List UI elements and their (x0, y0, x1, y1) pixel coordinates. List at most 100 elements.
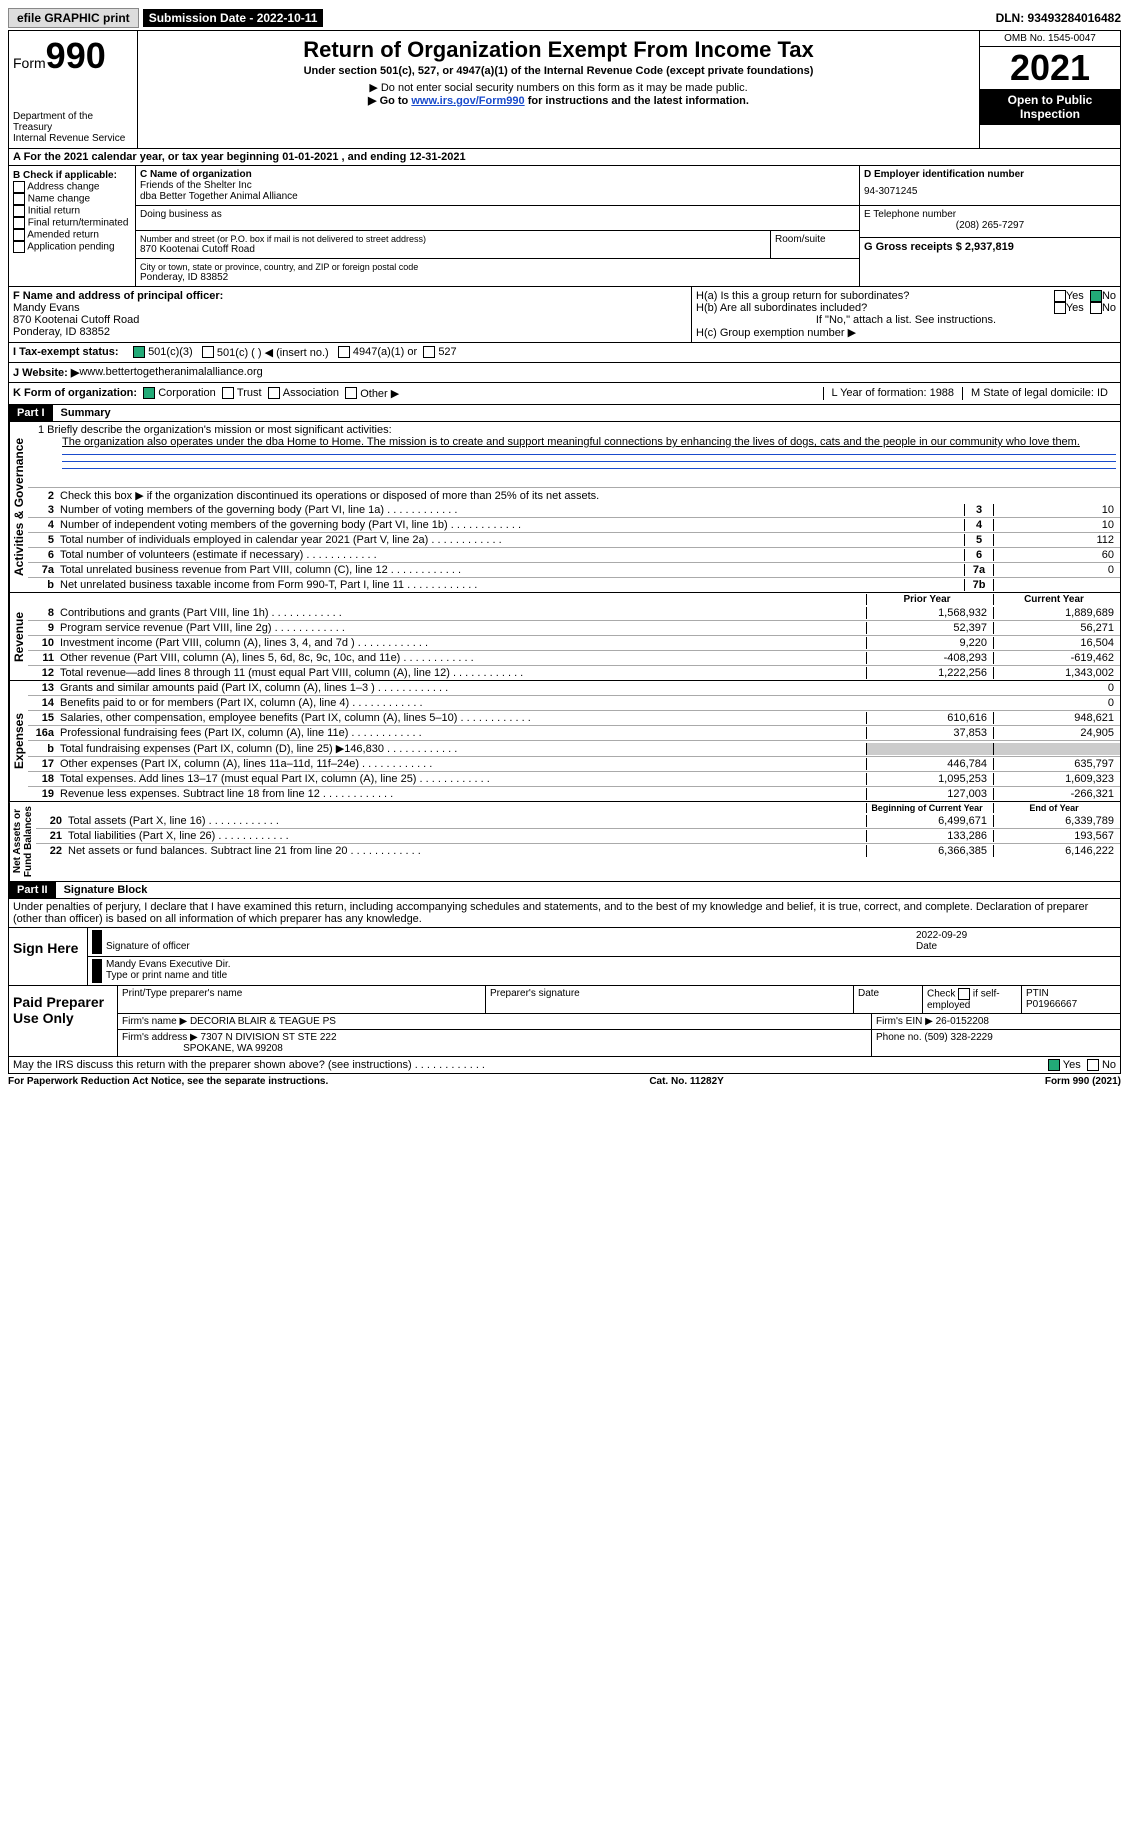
paid-preparer-label: Paid Preparer Use Only (9, 986, 118, 1056)
dept-treasury: Department of the Treasury Internal Reve… (13, 111, 133, 144)
vert-revenue: Revenue (9, 593, 28, 680)
line-10-py: 9,220 (866, 637, 994, 649)
line-3-text: Number of voting members of the governin… (60, 504, 964, 516)
city-state-zip: Ponderay, ID 83852 (140, 272, 855, 283)
dln: DLN: 93493284016482 (996, 11, 1121, 25)
hc-label: H(c) Group exemption number ▶ (696, 326, 1116, 339)
line-21-text: Total liabilities (Part X, line 26) (68, 830, 866, 842)
firm-name: DECORIA BLAIR & TEAGUE PS (190, 1016, 336, 1027)
c-label: C Name of organization (140, 169, 855, 180)
k-assoc-cb[interactable] (268, 387, 280, 399)
prep-h1: Print/Type preparer's name (118, 986, 486, 1013)
col-begin-year: Beginning of Current Year (866, 803, 994, 813)
room-suite-label: Room/suite (771, 231, 859, 258)
firm-addr2: SPOKANE, WA 99208 (183, 1043, 283, 1054)
line-20-py: 6,499,671 (866, 815, 994, 827)
line-15-py: 610,616 (866, 712, 994, 724)
line-4-val: 10 (994, 519, 1120, 531)
line-18-py: 1,095,253 (866, 773, 994, 785)
line-6-val: 60 (994, 549, 1120, 561)
prep-h3: Date (854, 986, 923, 1013)
sig-officer-label: Signature of officer (106, 941, 190, 952)
irs-link[interactable]: www.irs.gov/Form990 (411, 95, 524, 107)
sign-here-label: Sign Here (9, 928, 88, 985)
vert-netassets: Net Assets orFund Balances (9, 802, 36, 881)
m-domicile: M State of legal domicile: ID (962, 387, 1116, 400)
city-label: City or town, state or province, country… (140, 262, 855, 272)
sig-name: Mandy Evans Executive Dir. (106, 959, 231, 970)
line-3-val: 10 (994, 504, 1120, 516)
k-corp-cb[interactable] (143, 387, 155, 399)
line-15-text: Salaries, other compensation, employee b… (60, 712, 866, 724)
foot-left: For Paperwork Reduction Act Notice, see … (8, 1076, 328, 1087)
org-name-2: dba Better Together Animal Alliance (140, 191, 855, 202)
line-22-cy: 6,146,222 (994, 845, 1120, 857)
firm-phone-label: Phone no. (876, 1032, 922, 1043)
i-527-cb[interactable] (423, 346, 435, 358)
line-19-text: Revenue less expenses. Subtract line 18 … (60, 788, 866, 800)
i-501c3-cb[interactable] (133, 346, 145, 358)
k-other-cb[interactable] (345, 387, 357, 399)
line-5-val: 112 (994, 534, 1120, 546)
line-8-text: Contributions and grants (Part VIII, lin… (60, 607, 866, 619)
col-current-year: Current Year (994, 594, 1120, 605)
g-gross-receipts: G Gross receipts $ 2,937,819 (864, 241, 1116, 253)
line-b-text: Net unrelated business taxable income fr… (60, 579, 964, 591)
line-5-text: Total number of individuals employed in … (60, 534, 964, 546)
mission-label: 1 Briefly describe the organization's mi… (38, 424, 1116, 436)
i-label: I Tax-exempt status: (13, 346, 133, 359)
foot-cat: Cat. No. 11282Y (328, 1076, 1045, 1087)
goto-post: for instructions and the latest informat… (525, 95, 749, 107)
hb-yes-cb[interactable] (1054, 302, 1066, 314)
b-opt-final-return-terminated: Final return/terminated (13, 217, 131, 229)
street: 870 Kootenai Cutoff Road (140, 244, 766, 255)
line-10-cy: 16,504 (994, 637, 1120, 649)
col-prior-year: Prior Year (866, 594, 994, 605)
f-officer-name: Mandy Evans (13, 302, 687, 314)
line-11-text: Other revenue (Part VIII, column (A), li… (60, 652, 866, 664)
discuss-yes-cb[interactable] (1048, 1059, 1060, 1071)
line-12-py: 1,222,256 (866, 667, 994, 679)
j-label: J Website: ▶ (13, 366, 79, 379)
i-4947-cb[interactable] (338, 346, 350, 358)
ha-label: H(a) Is this a group return for subordin… (696, 290, 1054, 302)
line-10-text: Investment income (Part VIII, column (A)… (60, 637, 866, 649)
discuss-no-cb[interactable] (1087, 1059, 1099, 1071)
line-22-py: 6,366,385 (866, 845, 994, 857)
hb-no-cb[interactable] (1090, 302, 1102, 314)
ha-yes-cb[interactable] (1054, 290, 1066, 302)
line-16a-text: Professional fundraising fees (Part IX, … (60, 727, 866, 739)
line-15-cy: 948,621 (994, 712, 1120, 724)
l-year-formation: L Year of formation: 1988 (823, 387, 963, 400)
line-4-text: Number of independent voting members of … (60, 519, 964, 531)
line-11-py: -408,293 (866, 652, 994, 664)
hb-label: H(b) Are all subordinates included? (696, 302, 1054, 314)
f-officer-addr2: Ponderay, ID 83852 (13, 326, 687, 338)
line-17-cy: 635,797 (994, 758, 1120, 770)
form-number: Form990 (13, 35, 133, 77)
line-13-text: Grants and similar amounts paid (Part IX… (60, 682, 866, 694)
firm-addr-label: Firm's address ▶ (122, 1032, 198, 1043)
d-ein-label: D Employer identification number (864, 169, 1116, 180)
ptin: P01966667 (1026, 999, 1077, 1010)
part1-title: Summary (53, 405, 119, 421)
ha-no-cb[interactable] (1090, 290, 1102, 302)
line-6-text: Total number of volunteers (estimate if … (60, 549, 964, 561)
period-line: A For the 2021 calendar year, or tax yea… (8, 149, 1121, 166)
line-21-py: 133,286 (866, 830, 994, 842)
firm-ein-label: Firm's EIN ▶ (876, 1016, 933, 1027)
k-trust-cb[interactable] (222, 387, 234, 399)
ptin-label: PTIN (1026, 988, 1049, 999)
part2-title: Signature Block (56, 882, 156, 898)
firm-name-label: Firm's name ▶ (122, 1016, 187, 1027)
line-b-text: Total fundraising expenses (Part IX, col… (60, 742, 866, 755)
line-13-cy: 0 (994, 682, 1120, 694)
i-501c-cb[interactable] (202, 346, 214, 358)
vert-activities: Activities & Governance (9, 422, 28, 592)
line-20-cy: 6,339,789 (994, 815, 1120, 827)
j-website: www.bettertogetheranimalalliance.org (79, 366, 262, 379)
line-16a-py: 37,853 (866, 727, 994, 739)
prep-selfemp-cb[interactable] (958, 988, 970, 1000)
firm-ein: 26-0152208 (936, 1016, 989, 1027)
prep-h2: Preparer's signature (486, 986, 854, 1013)
